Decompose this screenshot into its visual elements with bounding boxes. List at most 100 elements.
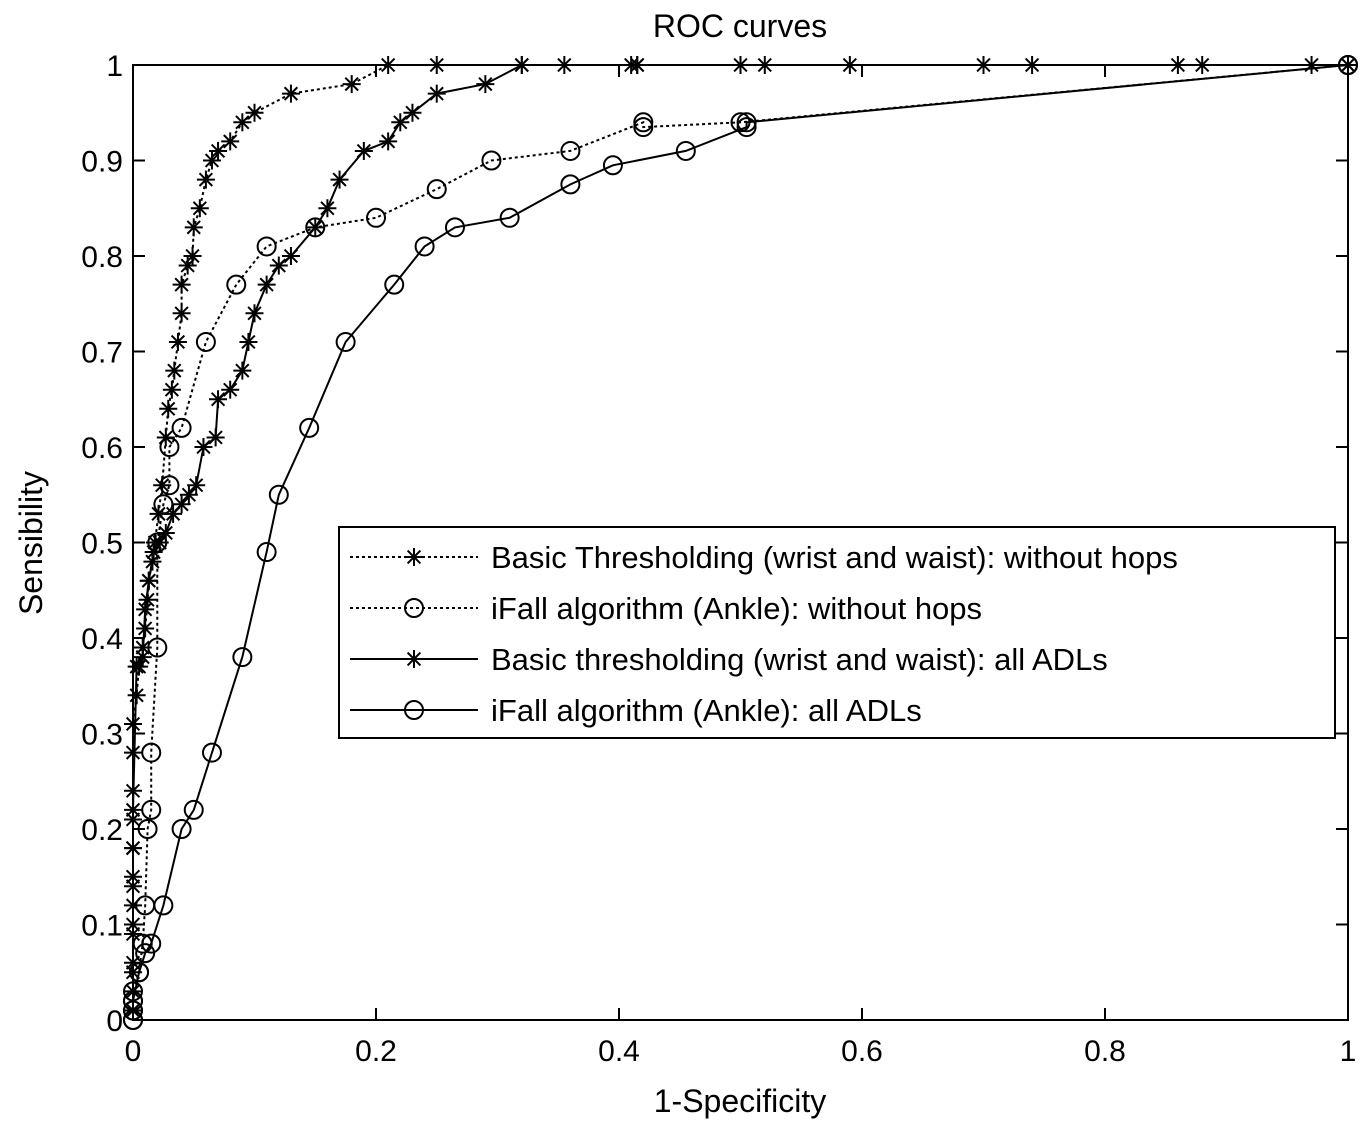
- series-3-point: [179, 485, 198, 504]
- series-2-point: [633, 112, 654, 133]
- series-4-point: [499, 207, 520, 228]
- plot-frame: [132, 64, 1349, 1021]
- x-axis-label: 1-Specificity: [654, 1083, 827, 1119]
- legend-label: iFall algorithm (Ankle): without hops: [491, 591, 982, 626]
- series-1-point: [178, 256, 197, 275]
- series-4-point: [736, 112, 757, 133]
- series-4-point: [560, 174, 581, 195]
- series-4-point: [183, 799, 204, 820]
- legend-label: iFall algorithm (Ankle): all ADLs: [491, 693, 922, 728]
- series-2-point: [153, 494, 174, 515]
- series-2-point: [426, 179, 447, 200]
- series-3-point: [379, 132, 398, 151]
- series-4-line: [132, 64, 1349, 1020]
- y-tick-label: 0.9: [81, 146, 123, 179]
- series-3-point: [245, 304, 264, 323]
- y-tick-label: 0.6: [81, 432, 123, 465]
- legend-box: [338, 526, 1336, 739]
- y-tick-label: 0.1: [81, 910, 123, 943]
- series-4: [123, 55, 1358, 1030]
- x-tick-label: 0.4: [598, 1035, 640, 1068]
- series-4-point: [736, 117, 757, 138]
- legend-entry-3: Basic thresholding (wrist and waist): al…: [350, 642, 1108, 677]
- series-3-point: [233, 361, 252, 380]
- series-4-point: [414, 236, 435, 257]
- series-1-point: [172, 275, 191, 294]
- y-tick-label: 0.4: [81, 623, 123, 656]
- series-1-point: [342, 75, 361, 94]
- series-4-point: [602, 155, 623, 176]
- series-3-point: [269, 256, 288, 275]
- series-2-point: [137, 819, 158, 839]
- y-tick-label: 0.3: [81, 719, 123, 752]
- x-tick-label: 0.8: [1084, 1035, 1126, 1068]
- y-tick-label: 0.7: [81, 337, 123, 370]
- series-3-point: [476, 75, 495, 94]
- legend: Basic Thresholding (wrist and waist): wi…: [338, 526, 1336, 739]
- y-axis-ticks: 0 0.1 0.2 0.3 0.4 0.5 0.6 0.7 0.8 0.9 1: [81, 50, 1348, 1038]
- series-4-point: [171, 819, 192, 839]
- series-3-point: [194, 438, 213, 456]
- series-3-point: [139, 571, 158, 590]
- series-1-point: [209, 141, 228, 160]
- legend-marker: [405, 650, 423, 668]
- series-1-point: [233, 113, 252, 132]
- series-2-point: [159, 475, 180, 496]
- series-4-point: [335, 331, 356, 352]
- series-2-point: [195, 331, 216, 352]
- y-axis-label: Sensibility: [13, 471, 49, 615]
- series-4-point: [384, 274, 405, 295]
- series-2-point: [141, 799, 162, 820]
- series-4-point: [256, 542, 277, 563]
- x-tick-label: 0.6: [841, 1035, 883, 1068]
- series-3-point: [150, 533, 169, 552]
- series-3-point: [391, 113, 410, 132]
- series-3-point: [172, 495, 191, 514]
- legend-label: Basic thresholding (wrist and waist): al…: [491, 642, 1108, 677]
- legend-marker: [404, 700, 424, 720]
- y-tick-label: 0.8: [81, 241, 123, 274]
- series-4-point: [232, 647, 253, 668]
- series-3-point: [221, 380, 240, 399]
- series-1-point: [159, 399, 178, 418]
- series-3-point: [133, 648, 152, 667]
- series-2-point: [147, 637, 168, 658]
- series-2-point: [171, 417, 192, 438]
- y-tick-label: 0.2: [81, 814, 123, 847]
- series-3-point: [330, 170, 349, 189]
- series-4-point: [153, 895, 174, 916]
- series-1-point: [168, 332, 187, 351]
- series-1-point: [196, 170, 215, 189]
- y-tick-label: 0: [106, 1005, 123, 1038]
- series-3-point: [427, 84, 446, 103]
- series-1-point: [183, 247, 202, 265]
- chart-title: ROC curves: [653, 8, 827, 44]
- series-3-point: [156, 523, 175, 542]
- legend-marker: [404, 598, 424, 618]
- y-tick-label: 1: [106, 50, 123, 83]
- series-3-point: [257, 275, 276, 294]
- legend-entry-2: iFall algorithm (Ankle): without hops: [350, 591, 982, 626]
- series-4-point: [201, 742, 222, 763]
- series-4-point: [268, 484, 289, 505]
- x-tick-label: 0.2: [355, 1035, 397, 1068]
- series-1-point: [221, 132, 240, 151]
- series-1-point: [190, 199, 209, 218]
- series-1-point: [245, 103, 264, 122]
- series-3-point: [136, 600, 155, 619]
- legend-label: Basic Thresholding (wrist and waist): wi…: [491, 540, 1178, 575]
- series-2-point: [256, 236, 277, 257]
- y-tick-label: 0.5: [81, 528, 123, 561]
- series-2-point: [366, 207, 386, 228]
- series-2-point: [159, 437, 180, 457]
- legend-marker: [405, 548, 423, 566]
- series-4-point: [444, 217, 465, 238]
- series-4-point: [129, 962, 150, 983]
- series-3-point: [318, 199, 337, 218]
- series-3-point: [306, 218, 325, 237]
- series-4-point: [141, 933, 162, 954]
- series-3-point: [187, 476, 206, 495]
- series-3-point: [239, 332, 258, 351]
- series-2-point: [560, 140, 581, 161]
